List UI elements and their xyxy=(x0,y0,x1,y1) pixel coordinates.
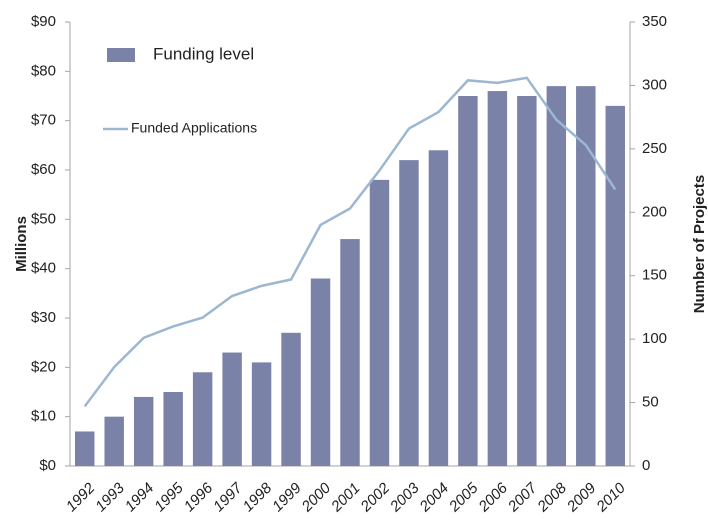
x-tick-label: 2007 xyxy=(504,479,541,516)
y-tick-label: $40 xyxy=(31,260,56,277)
bar xyxy=(104,416,124,466)
y2-tick-label: 350 xyxy=(642,13,667,30)
y-tick-label: $80 xyxy=(31,62,56,79)
bar xyxy=(340,239,360,466)
legend-label: Funded Applications xyxy=(131,120,257,136)
x-tick-label: 1996 xyxy=(181,479,217,515)
x-tick-label: 1995 xyxy=(151,479,187,515)
y2-tick-label: 250 xyxy=(642,140,667,157)
y2-tick-label: 0 xyxy=(642,457,650,474)
x-tick-label: 2003 xyxy=(386,479,423,516)
bar xyxy=(399,160,419,466)
bar xyxy=(517,96,537,466)
x-tick-label: 2000 xyxy=(298,479,335,516)
y-axis-title: Millions xyxy=(13,216,30,272)
y-tick-label: $0 xyxy=(39,457,56,474)
bar xyxy=(192,372,213,466)
x-tick-label: 1992 xyxy=(63,479,99,515)
x-tick-label: 2008 xyxy=(534,479,571,516)
y-tick-label: $70 xyxy=(31,112,56,129)
bar xyxy=(163,392,183,466)
x-tick-label: 1999 xyxy=(269,479,305,515)
x-tick-label: 1994 xyxy=(122,480,158,516)
x-tick-label: 1993 xyxy=(92,479,128,515)
x-tick-label: 2005 xyxy=(445,479,482,516)
y-tick-label: $20 xyxy=(31,358,56,375)
bar xyxy=(133,396,154,466)
bar xyxy=(251,362,272,466)
bar xyxy=(546,86,567,466)
bar xyxy=(487,91,508,467)
bar xyxy=(75,431,95,466)
legend-label: Funding level xyxy=(153,44,254,63)
x-tick-label: 2001 xyxy=(327,480,363,516)
y2-tick-label: 50 xyxy=(642,394,659,411)
y-tick-label: $90 xyxy=(31,13,56,30)
x-tick-label: 2002 xyxy=(357,479,394,516)
x-tick-label: 1997 xyxy=(210,479,246,515)
bar xyxy=(310,278,331,466)
y2-axis-title: Number of Projects xyxy=(691,175,708,313)
bar xyxy=(576,86,596,466)
legend-swatch xyxy=(107,48,135,62)
y-tick-label: $30 xyxy=(31,309,56,326)
x-tick-label: 2006 xyxy=(475,479,512,516)
x-tick-label: 2004 xyxy=(416,480,452,516)
bar xyxy=(222,352,242,466)
y-tick-label: $60 xyxy=(31,161,56,178)
bar xyxy=(281,332,301,466)
bar xyxy=(428,150,449,466)
line xyxy=(83,76,617,408)
bar xyxy=(605,105,625,466)
x-tick-label: 2009 xyxy=(563,479,600,516)
bar xyxy=(369,179,390,466)
y-tick-label: $50 xyxy=(31,210,56,227)
bar xyxy=(458,96,478,466)
y2-tick-label: 200 xyxy=(642,203,667,220)
x-tick-label: 1998 xyxy=(240,479,276,515)
y2-tick-label: 300 xyxy=(642,76,667,93)
x-tick-label: 2010 xyxy=(593,479,630,516)
y2-tick-label: 100 xyxy=(642,330,667,347)
y-tick-label: $10 xyxy=(31,408,56,425)
y2-tick-label: 150 xyxy=(642,267,667,284)
